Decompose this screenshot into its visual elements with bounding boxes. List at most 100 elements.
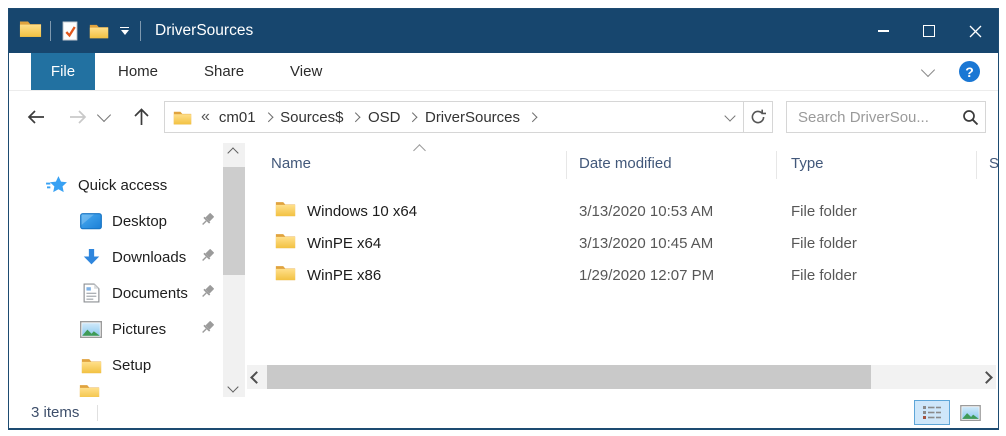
sidebar-item-label: Setup bbox=[112, 356, 152, 374]
large-icons-view-icon bbox=[959, 404, 981, 421]
search-input[interactable] bbox=[796, 107, 962, 127]
recent-locations-chevron-icon[interactable] bbox=[96, 107, 112, 123]
minimize-button[interactable] bbox=[860, 9, 906, 53]
forward-button[interactable] bbox=[68, 109, 87, 125]
column-header-size[interactable]: Size bbox=[989, 155, 998, 172]
column-resize-handle[interactable] bbox=[566, 151, 567, 179]
address-bar-row: « cm01 Sources$ OSD DriverSources bbox=[9, 91, 998, 143]
sidebar-item-label: Downloads bbox=[112, 248, 187, 266]
scroll-left-icon[interactable] bbox=[250, 371, 263, 384]
file-name: WinPE x86 bbox=[307, 266, 382, 284]
document-icon bbox=[79, 283, 103, 303]
back-button[interactable] bbox=[27, 109, 46, 125]
navigation-pane: Quick access Desktop bbox=[9, 143, 223, 397]
tab-view[interactable]: View bbox=[290, 63, 323, 80]
folder-icon bbox=[275, 232, 296, 254]
sidebar-item-label: Quick access bbox=[78, 176, 168, 194]
sidebar-item-label: Documents bbox=[112, 284, 188, 302]
search-box[interactable] bbox=[786, 101, 986, 133]
desktop-icon bbox=[79, 212, 103, 230]
breadcrumb-chevron-icon[interactable] bbox=[263, 112, 273, 122]
tab-share[interactable]: Share bbox=[204, 63, 245, 80]
scrollbar-thumb[interactable] bbox=[223, 167, 245, 275]
column-header-date-modified[interactable]: Date modified bbox=[579, 155, 672, 172]
sidebar-item-label: Desktop bbox=[112, 212, 168, 230]
file-row-windows-10-x64[interactable]: Windows 10 x64 3/13/2020 10:53 AM File f… bbox=[245, 195, 998, 227]
help-icon[interactable]: ? bbox=[959, 61, 980, 82]
column-resize-handle[interactable] bbox=[976, 151, 977, 179]
column-header-name[interactable]: Name bbox=[271, 155, 312, 172]
file-type: File folder bbox=[791, 266, 857, 284]
breadcrumb-chevron-icon[interactable] bbox=[408, 112, 418, 122]
window-controls bbox=[860, 9, 998, 53]
sidebar-item-label: Pictures bbox=[112, 320, 167, 338]
sidebar-item-downloads[interactable]: Downloads bbox=[9, 239, 223, 275]
breadcrumb-item-cm01[interactable]: cm01 bbox=[218, 108, 256, 126]
minimize-icon bbox=[877, 30, 889, 32]
breadcrumb-item-sources[interactable]: Sources$ bbox=[280, 108, 344, 126]
expand-ribbon-chevron-icon[interactable] bbox=[920, 62, 936, 77]
file-date-modified: 1/29/2020 12:07 PM bbox=[579, 266, 715, 284]
status-separator bbox=[97, 404, 99, 421]
customize-quick-access-toolbar-icon[interactable] bbox=[120, 26, 129, 36]
file-row-winpe-x86[interactable]: WinPE x86 1/29/2020 12:07 PM File folder bbox=[245, 259, 998, 291]
main-area: Quick access Desktop bbox=[9, 143, 998, 397]
details-view-button[interactable] bbox=[914, 400, 950, 425]
maximize-button[interactable] bbox=[906, 9, 952, 53]
large-icons-view-button[interactable] bbox=[952, 400, 988, 425]
items-count: 3 items bbox=[31, 404, 80, 421]
sidebar-item-desktop[interactable]: Desktop bbox=[9, 203, 223, 239]
sidebar-item-documents[interactable]: Documents bbox=[9, 275, 223, 311]
new-folder-quick-access-icon[interactable] bbox=[89, 23, 109, 39]
breadcrumb[interactable]: « cm01 Sources$ OSD DriverSources bbox=[165, 102, 717, 132]
sidebar-item-quick-access[interactable]: Quick access bbox=[9, 167, 223, 203]
details-view-icon bbox=[923, 406, 941, 419]
maximize-icon bbox=[923, 25, 935, 37]
address-dropdown-button[interactable] bbox=[717, 102, 743, 132]
titlebar-separator bbox=[140, 21, 141, 41]
sidebar-item-setup[interactable]: Setup bbox=[9, 347, 223, 383]
pin-icon bbox=[199, 283, 216, 303]
navigation-pane-scrollbar[interactable] bbox=[223, 143, 245, 397]
column-resize-handle[interactable] bbox=[776, 151, 777, 179]
ribbon-tab-bar: File Home Share View ? bbox=[9, 53, 998, 91]
titlebar-separator bbox=[50, 21, 51, 41]
explorer-folder-app-icon[interactable] bbox=[19, 19, 42, 43]
close-icon bbox=[969, 25, 981, 37]
tab-home[interactable]: Home bbox=[118, 63, 159, 80]
breadcrumb-chevron-icon[interactable] bbox=[351, 112, 361, 122]
title-bar: DriverSources bbox=[9, 9, 998, 53]
pin-icon bbox=[199, 247, 216, 267]
breadcrumb-chevron-icon[interactable] bbox=[527, 112, 537, 122]
file-date-modified: 3/13/2020 10:45 AM bbox=[579, 234, 714, 252]
chevron-down-icon bbox=[724, 109, 736, 122]
folder-icon bbox=[275, 200, 296, 222]
breadcrumb-overflow[interactable]: « bbox=[201, 108, 210, 125]
file-type: File folder bbox=[791, 234, 857, 252]
folder-icon bbox=[79, 357, 103, 374]
file-type: File folder bbox=[791, 202, 857, 220]
file-list-pane: Name Date modified Type Size Windows 10 … bbox=[245, 143, 998, 397]
sidebar-item-partially-visible[interactable] bbox=[79, 383, 100, 397]
sort-ascending-icon bbox=[413, 144, 426, 157]
scroll-right-icon[interactable] bbox=[980, 371, 993, 384]
scrollbar-thumb[interactable] bbox=[267, 365, 871, 389]
scroll-up-icon[interactable] bbox=[227, 147, 239, 159]
tab-file[interactable]: File bbox=[31, 53, 95, 90]
column-header-type[interactable]: Type bbox=[791, 155, 824, 172]
quick-access-star-icon bbox=[45, 175, 69, 195]
breadcrumb-item-osd[interactable]: OSD bbox=[367, 108, 401, 126]
close-button[interactable] bbox=[952, 9, 998, 53]
scroll-down-icon[interactable] bbox=[227, 381, 239, 393]
address-bar[interactable]: « cm01 Sources$ OSD DriverSources bbox=[164, 101, 773, 133]
horizontal-scrollbar[interactable] bbox=[247, 365, 996, 389]
up-button[interactable] bbox=[133, 108, 150, 126]
folder-icon bbox=[275, 264, 296, 286]
sidebar-item-pictures[interactable]: Pictures bbox=[9, 311, 223, 347]
properties-quick-access-icon[interactable] bbox=[62, 21, 78, 41]
file-row-winpe-x64[interactable]: WinPE x64 3/13/2020 10:45 AM File folder bbox=[245, 227, 998, 259]
breadcrumb-item-driversources[interactable]: DriverSources bbox=[424, 108, 521, 126]
search-icon[interactable] bbox=[962, 109, 979, 126]
refresh-button[interactable] bbox=[743, 102, 772, 132]
